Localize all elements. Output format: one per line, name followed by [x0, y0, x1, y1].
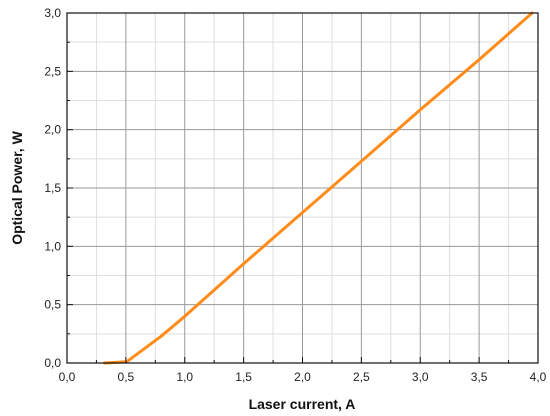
y-tick-label: 0,5	[44, 298, 61, 312]
y-tick-label: 1,5	[44, 181, 61, 195]
y-tick-label: 3,0	[44, 6, 61, 20]
y-tick-label: 1,0	[44, 239, 61, 253]
x-tick-label: 3,5	[471, 370, 488, 384]
x-tick-label: 0,5	[118, 370, 135, 384]
axis-ticks	[66, 12, 539, 364]
y-tick-label: 2,5	[44, 64, 61, 78]
series-line	[103, 11, 534, 365]
x-tick-label: 1,5	[235, 370, 252, 384]
x-axis-title: Laser current, A	[249, 396, 356, 412]
x-tick-label: 0,0	[59, 370, 76, 384]
y-axis-title: Optical Power, W	[9, 130, 25, 244]
y-tick-labels: 0,0 0,5 1,0 1,5 2,0 2,5 3,0	[44, 6, 61, 370]
x-tick-label: 1,0	[176, 370, 193, 384]
y-tick-label: 0,0	[44, 356, 61, 370]
x-tick-label: 3,0	[412, 370, 429, 384]
x-tick-label: 2,5	[353, 370, 370, 384]
y-tick-label: 2,0	[44, 123, 61, 137]
major-gridlines	[67, 13, 538, 363]
x-tick-label: 4,0	[530, 370, 547, 384]
x-tick-labels: 0,0 0,5 1,0 1,5 2,0 2,5 3,0 3,5 4,0	[59, 370, 547, 384]
x-tick-label: 2,0	[294, 370, 311, 384]
series-layer	[103, 11, 534, 365]
